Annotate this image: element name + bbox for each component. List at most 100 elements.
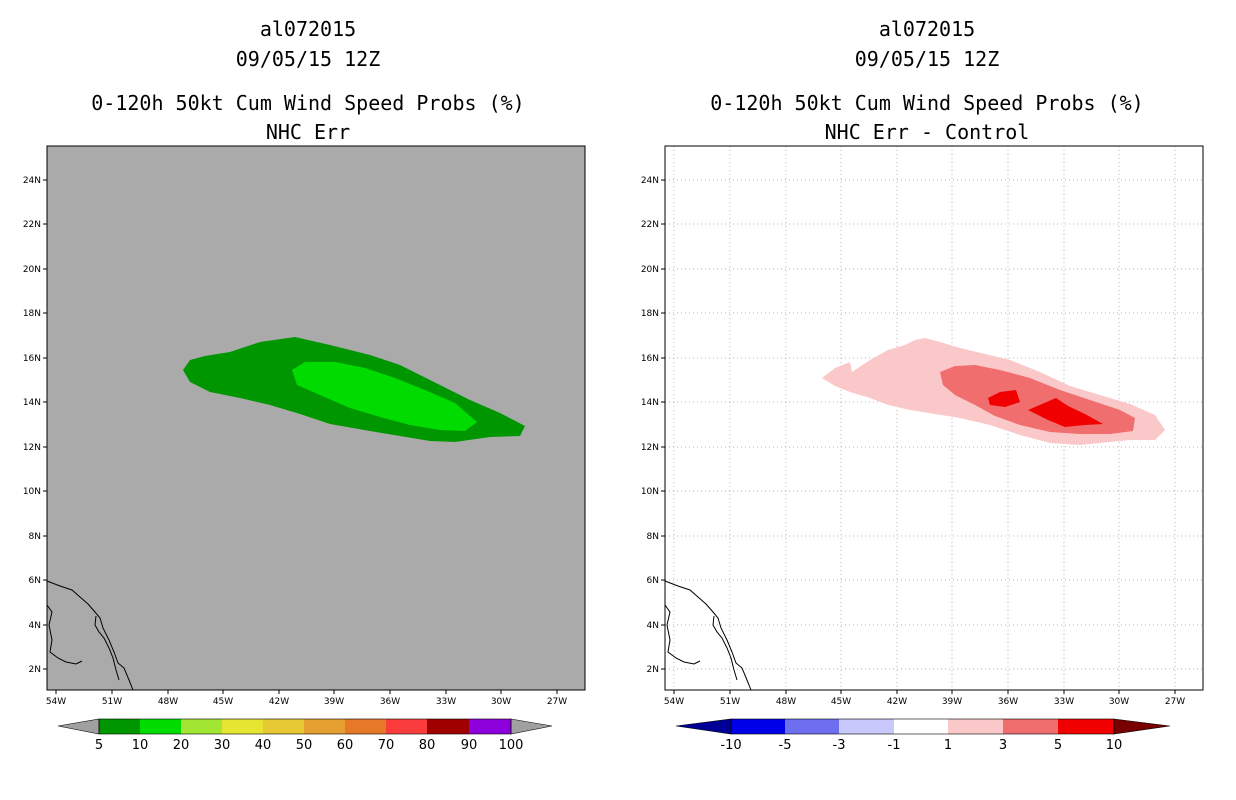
right-lon-label: 42W [887, 697, 907, 707]
left-lon-label: 48W [158, 697, 178, 707]
left-subtitle: NHC Err [265, 120, 351, 144]
right-colorbar-swatch [948, 719, 1003, 734]
left-lat-label: 2N [29, 665, 41, 675]
right-difference-contours [822, 338, 1165, 445]
left-lat-label: 14N [23, 398, 41, 408]
right-colorbar-low-arrow [676, 719, 731, 734]
right-lat-label: 2N [647, 665, 659, 675]
right-colorbar-label: -10 [720, 738, 741, 753]
right-colorbar-label: 1 [944, 738, 952, 753]
right-map-frame [664, 145, 1204, 691]
left-lon-label: 51W [102, 697, 122, 707]
left-colorbar: 5 10 20 30 40 50 60 70 80 90 100 [57, 718, 553, 753]
left-lat-label: 18N [23, 309, 41, 319]
right-lon-label: 30W [1109, 697, 1129, 707]
right-lat-label: 4N [647, 621, 659, 631]
left-colorbar-label: 50 [296, 738, 313, 753]
left-colorbar-label: 70 [378, 738, 395, 753]
right-lat-label: 18N [641, 309, 659, 319]
left-lon-label: 39W [324, 697, 344, 707]
left-colorbar-label: 20 [173, 738, 190, 753]
right-colorbar-label: 3 [999, 738, 1007, 753]
left-lon-label: 36W [380, 697, 400, 707]
right-grid [665, 146, 1203, 690]
right-colorbar-label: -3 [833, 738, 846, 753]
right-lat-label: 14N [641, 398, 659, 408]
left-south-america-coast [46, 580, 134, 691]
left-colorbar-label: 90 [461, 738, 478, 753]
right-colorbar-high-arrow [1114, 719, 1170, 734]
left-contour-20pct [292, 362, 477, 431]
left-lon-label: 30W [491, 697, 511, 707]
right-colorbar-label: 5 [1054, 738, 1062, 753]
right-contour-5to10-a [988, 390, 1020, 407]
right-lon-label: 33W [1054, 697, 1074, 707]
right-coastline [664, 580, 752, 691]
right-lat-label: 24N [641, 176, 659, 186]
left-lat-label: 4N [29, 621, 41, 631]
left-map-panel: 2N 4N 6N 8N 10N 12N 14N 16N 18N 20N 22N … [23, 145, 586, 707]
right-lat-label: 10N [641, 487, 659, 497]
left-lat-label: 10N [23, 487, 41, 497]
left-colorbar-low-arrow [58, 719, 99, 734]
left-probability-contours [183, 337, 525, 442]
left-colorbar-swatch [345, 719, 386, 734]
left-border-lines [46, 604, 120, 681]
left-colorbar-label: 30 [214, 738, 231, 753]
right-colorbar-swatch [894, 719, 948, 734]
right-contour-5to10-b [1028, 398, 1103, 427]
right-colorbar-swatch [1003, 719, 1058, 734]
right-lon-label: 48W [776, 697, 796, 707]
left-colorbar-label: 10 [132, 738, 149, 753]
left-colorbar-swatch [222, 719, 263, 734]
left-coastline [46, 580, 134, 691]
left-colorbar-swatch [469, 719, 511, 734]
left-lon-label: 27W [547, 697, 567, 707]
right-colorbar-label: -1 [888, 738, 901, 753]
left-map-frame [46, 145, 586, 691]
right-colorbar-swatch [785, 719, 839, 734]
right-colorbar: -10 -5 -3 -1 1 3 5 10 [675, 718, 1171, 753]
left-colorbar-swatch [263, 719, 304, 734]
right-lon-ticks [673, 690, 1176, 694]
left-colorbar-high-arrow [511, 719, 552, 734]
left-lat-label: 12N [23, 443, 41, 453]
right-map-panel: 2N 4N 6N 8N 10N 12N 14N 16N 18N 20N 22N … [641, 145, 1204, 707]
left-lat-label: 8N [29, 532, 41, 542]
right-lat-label: 22N [641, 220, 659, 230]
right-datetime: 09/05/15 12Z [854, 47, 1000, 71]
left-colorbar-swatch [304, 719, 345, 734]
left-colorbar-swatch [99, 719, 140, 734]
right-lat-label: 16N [641, 354, 659, 364]
left-lat-label: 20N [23, 265, 41, 275]
right-colorbar-label: -5 [779, 738, 792, 753]
left-colorbar-label: 60 [337, 738, 354, 753]
left-lat-label: 16N [23, 354, 41, 364]
left-colorbar-label: 100 [499, 738, 524, 753]
right-south-america-coast [664, 580, 752, 691]
right-lon-label: 45W [831, 697, 851, 707]
left-colorbar-label: 5 [95, 738, 103, 753]
right-subtitle: NHC Err - Control [824, 120, 1030, 144]
right-lat-label: 6N [647, 576, 659, 586]
left-colorbar-swatch [140, 719, 181, 734]
left-datetime: 09/05/15 12Z [235, 47, 381, 71]
left-lat-label: 6N [29, 576, 41, 586]
right-lon-label: 51W [720, 697, 740, 707]
left-lon-ticks [55, 690, 558, 694]
left-colorbar-swatch [427, 719, 469, 734]
right-lat-label: 20N [641, 265, 659, 275]
right-colorbar-swatch [731, 719, 785, 734]
right-lat-label: 12N [641, 443, 659, 453]
left-lon-label: 45W [213, 697, 233, 707]
right-lat-ticks [661, 179, 665, 670]
right-lon-label: 39W [942, 697, 962, 707]
left-lat-label: 22N [23, 220, 41, 230]
left-colorbar-label: 80 [419, 738, 436, 753]
left-product-title: 0-120h 50kt Cum Wind Speed Probs (%) [91, 91, 525, 115]
left-lon-label: 54W [46, 697, 66, 707]
left-colorbar-label: 40 [255, 738, 272, 753]
right-lon-label: 54W [664, 697, 684, 707]
left-colorbar-swatch [181, 719, 222, 734]
